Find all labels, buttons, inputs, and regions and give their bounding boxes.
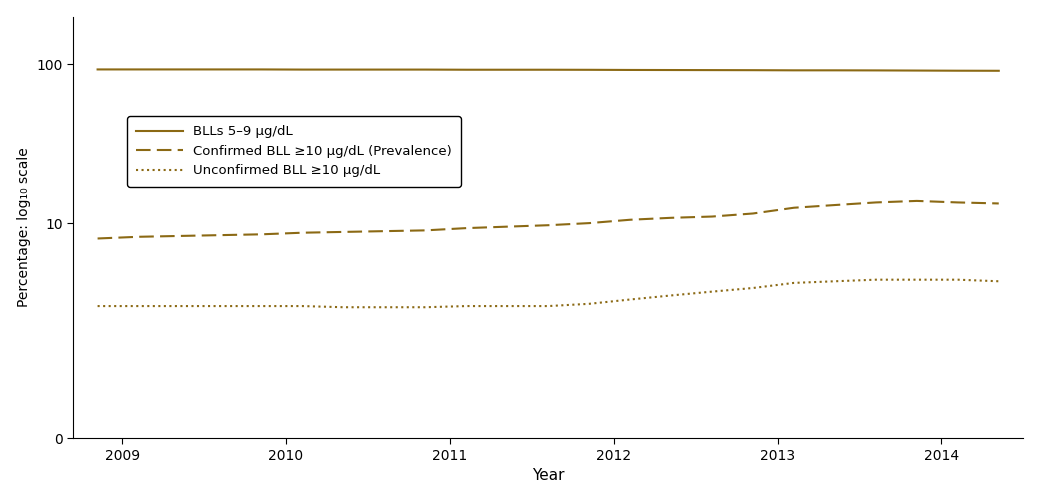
BLLs 5–9 μg/dL	[337, 66, 349, 72]
BLLs 5–9 μg/dL	[501, 66, 514, 72]
BLLs 5–9 μg/dL	[747, 67, 759, 73]
Unconfirmed BLL ≥10 μg/dL	[337, 304, 349, 310]
Unconfirmed BLL ≥10 μg/dL	[174, 303, 186, 309]
X-axis label: Year: Year	[531, 468, 565, 483]
BLLs 5–9 μg/dL	[869, 68, 882, 73]
BLLs 5–9 μg/dL	[582, 67, 595, 73]
Unconfirmed BLL ≥10 μg/dL	[624, 296, 636, 302]
Confirmed BLL ≥10 μg/dL (Prevalence)	[706, 214, 719, 220]
BLLs 5–9 μg/dL	[296, 66, 309, 72]
BLLs 5–9 μg/dL	[92, 66, 104, 72]
Unconfirmed BLL ≥10 μg/dL	[379, 304, 391, 310]
Confirmed BLL ≥10 μg/dL (Prevalence)	[132, 234, 145, 240]
Confirmed BLL ≥10 μg/dL (Prevalence)	[542, 222, 554, 228]
Unconfirmed BLL ≥10 μg/dL	[869, 276, 882, 282]
Unconfirmed BLL ≥10 μg/dL	[706, 288, 719, 294]
Confirmed BLL ≥10 μg/dL (Prevalence)	[624, 216, 636, 222]
BLLs 5–9 μg/dL	[379, 66, 391, 72]
BLLs 5–9 μg/dL	[787, 68, 800, 73]
BLLs 5–9 μg/dL	[214, 66, 227, 72]
Unconfirmed BLL ≥10 μg/dL	[787, 280, 800, 286]
Confirmed BLL ≥10 μg/dL (Prevalence)	[296, 230, 309, 235]
Confirmed BLL ≥10 μg/dL (Prevalence)	[92, 236, 104, 242]
BLLs 5–9 μg/dL	[132, 66, 145, 72]
Unconfirmed BLL ≥10 μg/dL	[665, 292, 677, 298]
Unconfirmed BLL ≥10 μg/dL	[132, 303, 145, 309]
Legend: BLLs 5–9 μg/dL, Confirmed BLL ≥10 μg/dL (Prevalence), Unconfirmed BLL ≥10 μg/dL: BLLs 5–9 μg/dL, Confirmed BLL ≥10 μg/dL …	[127, 116, 461, 186]
Unconfirmed BLL ≥10 μg/dL	[255, 303, 267, 309]
Unconfirmed BLL ≥10 μg/dL	[582, 301, 595, 307]
Confirmed BLL ≥10 μg/dL (Prevalence)	[255, 232, 267, 237]
Confirmed BLL ≥10 μg/dL (Prevalence)	[419, 228, 432, 234]
Confirmed BLL ≥10 μg/dL (Prevalence)	[174, 233, 186, 239]
Confirmed BLL ≥10 μg/dL (Prevalence)	[829, 202, 841, 208]
Unconfirmed BLL ≥10 μg/dL	[542, 303, 554, 309]
Unconfirmed BLL ≥10 μg/dL	[92, 303, 104, 309]
Unconfirmed BLL ≥10 μg/dL	[992, 278, 1005, 284]
Unconfirmed BLL ≥10 μg/dL	[296, 303, 309, 309]
Confirmed BLL ≥10 μg/dL (Prevalence)	[787, 204, 800, 210]
Unconfirmed BLL ≥10 μg/dL	[501, 303, 514, 309]
Confirmed BLL ≥10 μg/dL (Prevalence)	[992, 200, 1005, 206]
Confirmed BLL ≥10 μg/dL (Prevalence)	[665, 215, 677, 221]
BLLs 5–9 μg/dL	[829, 68, 841, 73]
BLLs 5–9 μg/dL	[419, 66, 432, 72]
Unconfirmed BLL ≥10 μg/dL	[419, 304, 432, 310]
Line: Confirmed BLL ≥10 μg/dL (Prevalence): Confirmed BLL ≥10 μg/dL (Prevalence)	[98, 201, 998, 238]
Unconfirmed BLL ≥10 μg/dL	[911, 276, 924, 282]
BLLs 5–9 μg/dL	[992, 68, 1005, 74]
Unconfirmed BLL ≥10 μg/dL	[747, 285, 759, 291]
Confirmed BLL ≥10 μg/dL (Prevalence)	[460, 225, 472, 231]
BLLs 5–9 μg/dL	[624, 67, 636, 73]
BLLs 5–9 μg/dL	[460, 66, 472, 72]
Confirmed BLL ≥10 μg/dL (Prevalence)	[952, 200, 964, 205]
Confirmed BLL ≥10 μg/dL (Prevalence)	[501, 224, 514, 230]
BLLs 5–9 μg/dL	[911, 68, 924, 73]
Line: Unconfirmed BLL ≥10 μg/dL: Unconfirmed BLL ≥10 μg/dL	[98, 280, 998, 307]
BLLs 5–9 μg/dL	[174, 66, 186, 72]
BLLs 5–9 μg/dL	[665, 67, 677, 73]
Confirmed BLL ≥10 μg/dL (Prevalence)	[337, 229, 349, 235]
Confirmed BLL ≥10 μg/dL (Prevalence)	[379, 228, 391, 234]
BLLs 5–9 μg/dL	[542, 66, 554, 72]
Confirmed BLL ≥10 μg/dL (Prevalence)	[911, 198, 924, 204]
Confirmed BLL ≥10 μg/dL (Prevalence)	[747, 210, 759, 216]
Unconfirmed BLL ≥10 μg/dL	[829, 278, 841, 284]
Line: BLLs 5–9 μg/dL: BLLs 5–9 μg/dL	[98, 70, 998, 71]
Unconfirmed BLL ≥10 μg/dL	[214, 303, 227, 309]
BLLs 5–9 μg/dL	[952, 68, 964, 73]
BLLs 5–9 μg/dL	[255, 66, 267, 72]
Y-axis label: Percentage: log₁₀ scale: Percentage: log₁₀ scale	[17, 148, 30, 308]
BLLs 5–9 μg/dL	[706, 67, 719, 73]
Confirmed BLL ≥10 μg/dL (Prevalence)	[582, 220, 595, 226]
Unconfirmed BLL ≥10 μg/dL	[460, 303, 472, 309]
Confirmed BLL ≥10 μg/dL (Prevalence)	[214, 232, 227, 238]
Unconfirmed BLL ≥10 μg/dL	[952, 276, 964, 282]
Confirmed BLL ≥10 μg/dL (Prevalence)	[869, 200, 882, 205]
